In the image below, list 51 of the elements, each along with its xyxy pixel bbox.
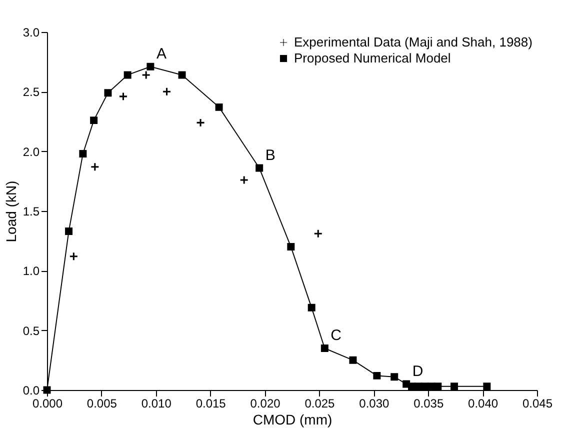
annotation: C (330, 327, 342, 344)
legend-label: Experimental Data (Maji and Shah, 1988) (294, 34, 532, 50)
point (240, 176, 248, 184)
annotation: B (265, 147, 276, 164)
point (256, 164, 264, 172)
point (287, 243, 295, 251)
y-tick-label: 1.0 (22, 264, 40, 278)
x-tick-label: 0.030 (359, 396, 390, 410)
y-tick-label: 1.5 (22, 204, 40, 218)
point (373, 372, 381, 380)
annotation: D (412, 363, 424, 380)
point (434, 382, 442, 390)
point (65, 228, 73, 236)
x-tick-label: 0.025 (304, 396, 336, 410)
y-tick-label: 0.0 (22, 384, 40, 398)
x-tick-label: 0.020 (250, 396, 281, 410)
y-tick-label: 3.0 (22, 26, 40, 40)
point (79, 150, 87, 158)
point (163, 88, 171, 96)
point (450, 382, 458, 390)
x-tick-label: 0.040 (468, 396, 498, 410)
point (320, 344, 328, 352)
point (215, 103, 223, 111)
point (104, 89, 112, 97)
y-axis-title: Load (kN) (2, 180, 19, 242)
x-tick-label: 0.035 (414, 396, 444, 410)
point (90, 116, 98, 124)
point (124, 71, 132, 79)
point (119, 92, 127, 100)
point (142, 71, 150, 79)
legend-label: Proposed Numerical Model (294, 50, 451, 66)
y-tick-label: 0.5 (22, 324, 40, 338)
point (483, 382, 491, 390)
x-tick-label: 0.015 (196, 396, 226, 410)
y-tick-label: 2.0 (22, 144, 40, 159)
point (390, 373, 398, 381)
y-tick-label: 2.5 (22, 85, 40, 100)
point (308, 304, 316, 312)
point (70, 252, 78, 260)
x-tick-label: 0.005 (86, 396, 118, 410)
point (91, 163, 99, 171)
point (146, 62, 154, 70)
point (178, 71, 186, 79)
x-tick-label: 0.000 (32, 396, 63, 410)
x-tick-label: 0.010 (141, 396, 172, 410)
point (314, 230, 322, 238)
point (349, 356, 357, 364)
x-tick-label: 0.045 (522, 396, 553, 410)
point (196, 118, 204, 126)
x-axis-title: CMOD (mm) (252, 412, 332, 428)
annotation: A (156, 46, 166, 63)
